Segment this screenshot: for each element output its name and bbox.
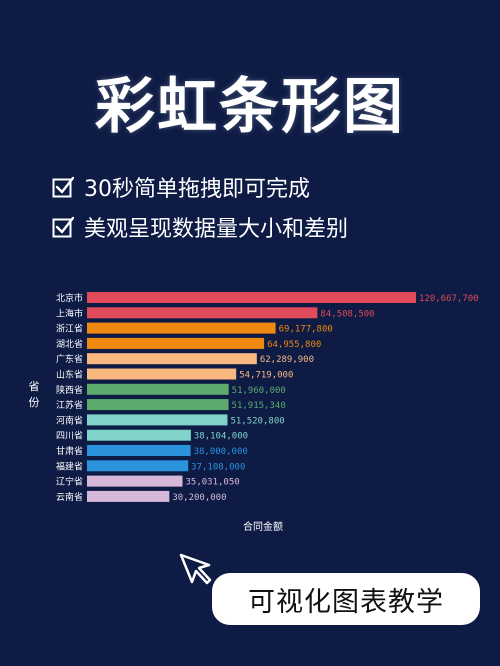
value-label: 30,200,000 bbox=[172, 493, 226, 503]
page-title: 彩虹条形图 bbox=[95, 72, 405, 142]
value-label: 51,960,000 bbox=[232, 386, 286, 396]
y-axis-label: 省 bbox=[29, 380, 40, 393]
value-label: 37,108,000 bbox=[191, 462, 245, 472]
bar bbox=[87, 399, 229, 411]
feature-text: 30秒简单拖拽即可完成 bbox=[84, 177, 310, 202]
category-label: 河南省 bbox=[56, 414, 83, 426]
value-label: 35,031,050 bbox=[186, 478, 240, 488]
category-label: 辽宁省 bbox=[56, 476, 83, 488]
bar bbox=[87, 337, 265, 349]
bar bbox=[87, 475, 183, 487]
category-label: 江苏省 bbox=[56, 399, 83, 411]
value-label: 51,520,800 bbox=[230, 416, 284, 426]
category-label: 福建省 bbox=[56, 460, 83, 472]
value-label: 54,719,000 bbox=[239, 371, 293, 381]
value-label: 38,000,000 bbox=[194, 447, 248, 457]
category-label: 上海市 bbox=[56, 307, 83, 319]
value-label: 69,177,800 bbox=[279, 325, 333, 335]
tutorial-button[interactable]: 可视化图表教学 bbox=[212, 573, 480, 625]
category-label: 四川省 bbox=[56, 430, 83, 442]
bar bbox=[87, 429, 191, 441]
category-label: 广东省 bbox=[56, 353, 83, 365]
category-label: 山东省 bbox=[56, 369, 83, 381]
bar bbox=[87, 445, 191, 456]
bar bbox=[87, 322, 276, 334]
value-label: 84,508,500 bbox=[320, 309, 374, 319]
y-axis-label: 份 bbox=[29, 396, 40, 409]
pointer-cursor-icon bbox=[179, 553, 212, 585]
bar bbox=[87, 292, 416, 303]
checkbox-checked-icon bbox=[52, 176, 74, 198]
category-label: 北京市 bbox=[56, 292, 83, 304]
bar bbox=[87, 414, 228, 426]
value-label: 64,955,800 bbox=[267, 340, 321, 350]
bar bbox=[87, 383, 229, 395]
bar bbox=[87, 307, 318, 319]
bar bbox=[87, 368, 237, 380]
bar bbox=[87, 460, 189, 472]
value-label: 38,104,000 bbox=[194, 432, 248, 442]
value-label: 120,667,700 bbox=[419, 294, 479, 304]
category-label: 云南省 bbox=[56, 491, 83, 503]
x-axis-label: 合同金额 bbox=[243, 520, 283, 533]
bar bbox=[87, 353, 257, 365]
category-label: 浙江省 bbox=[56, 323, 83, 335]
value-label: 62,289,900 bbox=[260, 355, 314, 365]
bar bbox=[87, 490, 170, 502]
feature-item: 30秒简单拖拽即可完成 bbox=[52, 171, 310, 203]
category-label: 陕西省 bbox=[56, 384, 83, 396]
value-label: 51,915,340 bbox=[232, 401, 286, 411]
feature-item: 美观呈现数据量大小和差别 bbox=[52, 211, 348, 243]
feature-text: 美观呈现数据量大小和差别 bbox=[84, 217, 349, 242]
checkbox-checked-icon bbox=[52, 216, 74, 238]
category-label: 甘肃省 bbox=[56, 445, 83, 457]
category-label: 湖北省 bbox=[56, 338, 83, 350]
